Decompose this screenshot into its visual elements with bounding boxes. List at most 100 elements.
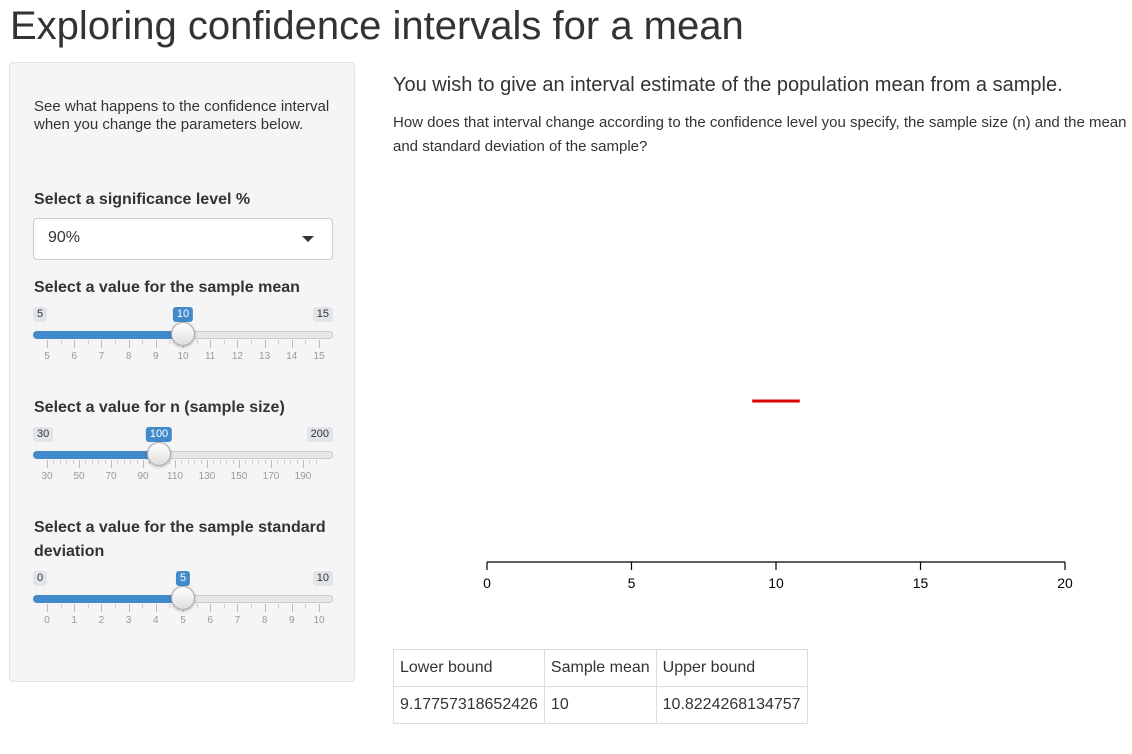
- header-sample-mean: Sample mean: [543, 649, 657, 687]
- slider-min-label: 5: [33, 307, 48, 322]
- slider-tick-label: 50: [73, 471, 85, 482]
- slider-tick-label: 13: [259, 351, 271, 362]
- slider-tick-label: 10: [177, 351, 189, 362]
- significance-selected-value: 90%: [48, 229, 81, 246]
- slider-minor-tick: [219, 460, 221, 464]
- sidebar-intro: See what happens to the confidence inter…: [34, 98, 330, 133]
- slider-minor-tick: [305, 340, 307, 344]
- slider-minor-tick: [60, 340, 62, 344]
- sample-size-slider[interactable]: 30 200 30 50 70 90 110 130 150 170 190 100: [33, 427, 333, 491]
- slider-major-tick: [210, 340, 212, 348]
- sample-sd-label: Select a value for the sample standard d…: [34, 519, 326, 560]
- slider-tick-label: 2: [98, 615, 105, 626]
- slider-tick-label: 10: [313, 615, 325, 626]
- slider-major-tick: [239, 460, 240, 468]
- slider-minor-tick: [98, 460, 100, 464]
- slider-tick-label: 6: [207, 615, 213, 626]
- slider-tick-label: 11: [204, 351, 216, 362]
- significance-select[interactable]: 90%: [33, 218, 333, 260]
- slider-tick-label: 190: [294, 471, 312, 482]
- slider-minor-tick: [142, 604, 144, 608]
- slider-major-tick: [128, 340, 130, 348]
- slider-minor-tick: [85, 460, 87, 464]
- slider-minor-tick: [223, 340, 225, 344]
- slider-major-tick: [101, 604, 103, 612]
- slider-major-tick: [319, 604, 320, 612]
- slider-major-tick: [264, 604, 266, 612]
- slider-major-tick: [210, 604, 212, 612]
- slider-minor-tick: [123, 460, 125, 464]
- page-title: Exploring confidence intervals for a mea…: [10, 4, 744, 48]
- slider-minor-tick: [169, 604, 171, 608]
- slider-tick-label: 70: [105, 471, 117, 482]
- slider-major-tick: [128, 604, 130, 612]
- slider-tick-label: 9: [289, 615, 295, 626]
- slider-minor-tick: [305, 604, 307, 608]
- slider-tick-label: 1: [71, 615, 77, 626]
- slider-minor-tick: [245, 460, 247, 464]
- x-axis-tick-label: 15: [913, 575, 929, 591]
- slider-major-tick: [155, 604, 157, 612]
- x-axis-tick-label: 20: [1057, 575, 1073, 591]
- slider-major-tick: [47, 340, 48, 348]
- slider-tick-label: 150: [230, 471, 248, 482]
- header-lower-bound: Lower bound: [393, 649, 545, 687]
- slider-minor-tick: [59, 460, 61, 464]
- slider-major-tick: [291, 340, 293, 348]
- caret-down-icon: [302, 236, 314, 242]
- slider-minor-tick: [66, 460, 68, 464]
- main-heading: You wish to give an interval estimate of…: [393, 74, 1063, 96]
- slider-minor-tick: [196, 340, 198, 344]
- slider-minor-tick: [296, 460, 298, 464]
- slider-major-tick: [207, 460, 208, 468]
- slider-tick-label: 0: [44, 615, 50, 626]
- sample-mean-label: Select a value for the sample mean: [34, 279, 300, 296]
- sample-sd-slider[interactable]: 0 10 0 1 2 3 4 5 6 7 8 9 10 5: [33, 571, 333, 635]
- slider-major-tick: [74, 604, 76, 612]
- slider-major-tick: [237, 604, 239, 612]
- slider-major-tick: [143, 460, 144, 468]
- x-axis-tick-label: 10: [768, 575, 784, 591]
- slider-value-label: 100: [145, 427, 173, 442]
- slider-minor-tick: [226, 460, 228, 464]
- slider-handle[interactable]: [171, 322, 195, 346]
- slider-major-tick: [79, 460, 80, 468]
- slider-tick-label: 6: [71, 351, 77, 362]
- slider-fill: [33, 451, 159, 459]
- slider-tick-label: 110: [167, 471, 183, 482]
- slider-minor-tick: [290, 460, 292, 464]
- slider-minor-tick: [168, 460, 170, 464]
- slider-max-label: 200: [306, 427, 333, 442]
- slider-minor-tick: [115, 340, 116, 344]
- sample-mean-slider[interactable]: 5 15 5 6 7 8 9 10 11 12 13 14 15 10: [33, 307, 333, 371]
- slider-minor-tick: [187, 460, 189, 464]
- slider-minor-tick: [91, 460, 93, 464]
- slider-minor-tick: [136, 460, 138, 464]
- slider-major-tick: [74, 340, 76, 348]
- slider-minor-tick: [104, 460, 106, 464]
- slider-minor-tick: [130, 460, 132, 464]
- slider-handle[interactable]: [171, 586, 195, 610]
- slider-major-tick: [101, 340, 103, 348]
- slider-major-tick: [237, 340, 239, 348]
- slider-major-tick: [264, 340, 266, 348]
- slider-minor-tick: [196, 604, 198, 608]
- slider-major-tick: [111, 460, 112, 468]
- slider-value-label: 10: [172, 307, 194, 322]
- slider-tick-label: 15: [313, 351, 325, 362]
- slider-minor-tick: [283, 460, 285, 464]
- slider-handle[interactable]: [147, 442, 171, 466]
- slider-tick-label: 8: [261, 615, 268, 626]
- slider-major-tick: [155, 340, 157, 348]
- slider-fill: [33, 331, 183, 339]
- slider-minor-tick: [251, 340, 252, 344]
- slider-minor-tick: [309, 460, 311, 464]
- slider-minor-tick: [251, 604, 252, 608]
- slider-minor-tick: [251, 460, 253, 464]
- header-upper-bound: Upper bound: [655, 649, 808, 687]
- slider-tick-label: 170: [262, 471, 280, 482]
- slider-min-label: 30: [33, 427, 54, 442]
- slider-minor-tick: [87, 604, 89, 608]
- slider-max-label: 15: [312, 307, 333, 322]
- slider-major-tick: [291, 604, 293, 612]
